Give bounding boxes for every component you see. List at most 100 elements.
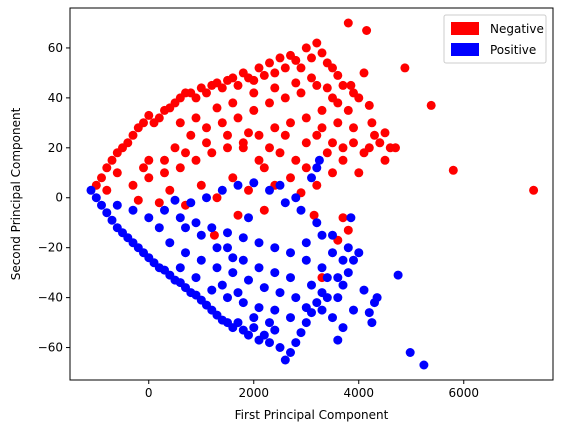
- point-positive-74: [312, 218, 322, 228]
- point-positive-70: [317, 263, 327, 273]
- point-negative-82: [291, 155, 301, 165]
- point-positive-96: [291, 293, 301, 303]
- point-negative-81: [322, 148, 332, 158]
- y-tick-label: 40: [48, 91, 63, 105]
- point-negative-64: [529, 185, 539, 195]
- point-positive-83: [170, 195, 180, 205]
- point-positive-101: [333, 293, 343, 303]
- point-positive-118: [317, 230, 327, 240]
- point-negative-58: [380, 128, 390, 138]
- point-negative-110: [144, 155, 154, 165]
- point-positive-43: [312, 298, 322, 308]
- point-negative-66: [144, 173, 154, 183]
- point-positive-37: [280, 355, 290, 365]
- plot-frame: [69, 7, 554, 381]
- x-tick-label: 4000: [343, 386, 374, 400]
- point-negative-143: [301, 138, 311, 148]
- point-positive-92: [228, 268, 238, 278]
- y-tick-label: −60: [38, 341, 63, 355]
- point-negative-35: [275, 53, 285, 63]
- point-positive-50: [349, 255, 358, 265]
- point-positive-61: [175, 213, 185, 223]
- y-axis-label: Second Principal Component: [9, 107, 23, 280]
- y-tick-label: 60: [48, 41, 63, 55]
- point-positive-65: [238, 233, 248, 243]
- point-negative-69: [191, 155, 201, 165]
- point-negative-85: [196, 180, 206, 190]
- legend: Negative Positive: [443, 14, 547, 64]
- point-negative-89: [186, 130, 196, 140]
- points-layer: [86, 18, 539, 370]
- point-positive-88: [165, 238, 175, 248]
- x-axis: 0 2000 4000 6000: [145, 380, 479, 400]
- point-negative-57: [375, 138, 385, 148]
- point-negative-94: [265, 98, 274, 108]
- point-negative-100: [338, 143, 348, 153]
- point-negative-113: [338, 213, 348, 223]
- point-negative-122: [275, 148, 285, 158]
- point-positive-30: [244, 330, 253, 340]
- point-positive-1: [91, 193, 101, 203]
- point-negative-138: [291, 78, 301, 88]
- legend-swatch-negative: [451, 22, 479, 35]
- point-negative-132: [175, 118, 185, 128]
- point-negative-137: [270, 83, 280, 93]
- point-negative-111: [112, 168, 122, 178]
- point-positive-60: [160, 205, 169, 215]
- point-positive-87: [154, 223, 164, 233]
- point-positive-110: [191, 273, 201, 283]
- point-negative-31: [254, 63, 264, 73]
- point-negative-76: [301, 113, 311, 123]
- point-negative-130: [364, 143, 374, 153]
- point-negative-84: [228, 173, 238, 183]
- point-positive-84: [144, 213, 154, 223]
- point-negative-43: [317, 48, 327, 58]
- point-negative-101: [328, 168, 337, 178]
- point-positive-80: [217, 185, 227, 195]
- point-positive-95: [275, 288, 285, 298]
- point-negative-60: [391, 143, 400, 153]
- point-negative-67: [160, 168, 169, 178]
- point-negative-123: [286, 173, 295, 183]
- point-negative-117: [259, 205, 269, 215]
- legend-entry-positive: Positive: [451, 43, 536, 57]
- x-axis-label: First Principal Component: [235, 408, 389, 422]
- x-tick-label: 2000: [238, 386, 269, 400]
- point-positive-134: [265, 318, 274, 328]
- point-negative-126: [328, 138, 337, 148]
- point-positive-79: [233, 180, 243, 190]
- point-negative-124: [301, 163, 311, 173]
- point-positive-129: [181, 223, 190, 233]
- point-positive-91: [212, 263, 222, 273]
- point-positive-36: [275, 343, 285, 352]
- legend-label-negative: Negative: [490, 22, 544, 36]
- point-positive-111: [175, 263, 185, 273]
- point-positive-58: [405, 348, 415, 357]
- point-negative-108: [154, 198, 164, 208]
- point-positive-130: [212, 243, 222, 253]
- point-negative-90: [202, 123, 211, 133]
- y-axis: −60 −40 −20 0 20 40 60: [38, 41, 70, 355]
- point-positive-124: [314, 155, 324, 165]
- point-negative-41: [307, 53, 316, 63]
- point-positive-122: [307, 173, 316, 183]
- point-negative-10: [144, 110, 154, 120]
- point-positive-56: [372, 293, 382, 303]
- point-negative-68: [175, 163, 185, 173]
- point-positive-128: [196, 230, 206, 240]
- point-positive-64: [223, 228, 232, 238]
- y-tick-label: −40: [38, 291, 63, 305]
- point-negative-70: [207, 148, 217, 158]
- point-positive-35: [270, 325, 280, 335]
- point-positive-126: [275, 180, 285, 190]
- point-positive-47: [333, 335, 343, 345]
- point-positive-76: [280, 198, 290, 208]
- point-negative-45: [328, 63, 337, 73]
- point-negative-99: [343, 105, 353, 115]
- point-positive-107: [238, 298, 248, 308]
- point-negative-27: [233, 80, 243, 90]
- point-negative-34: [270, 68, 280, 78]
- point-negative-49: [346, 80, 356, 90]
- point-positive-121: [346, 213, 356, 223]
- point-positive-69: [301, 255, 311, 265]
